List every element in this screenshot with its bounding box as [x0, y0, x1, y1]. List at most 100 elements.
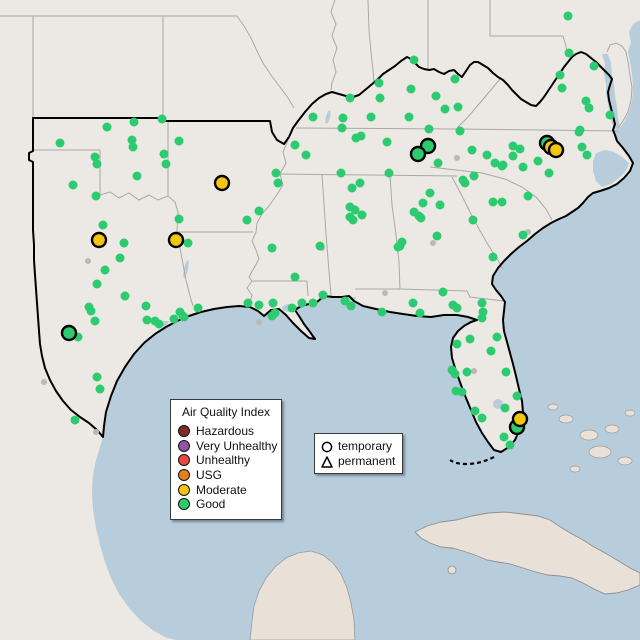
monitor-dot-good[interactable]: [406, 84, 416, 94]
monitor-dot-good[interactable]: [605, 110, 615, 120]
monitor-dot-good[interactable]: [290, 272, 300, 282]
monitor-dot-good[interactable]: [408, 298, 418, 308]
monitor-dot-good[interactable]: [301, 150, 311, 160]
monitor-dot-good[interactable]: [254, 300, 264, 310]
monitor-dot-good[interactable]: [505, 440, 515, 450]
monitor-dot-good[interactable]: [315, 241, 325, 251]
monitor-dot-good[interactable]: [557, 83, 567, 93]
monitor-dot-good[interactable]: [174, 214, 184, 224]
monitor-dot-good[interactable]: [582, 150, 592, 160]
monitor-dot-good[interactable]: [267, 243, 277, 253]
monitor-dot-good[interactable]: [271, 168, 281, 178]
monitor-dot-good[interactable]: [357, 210, 367, 220]
monitor-dot-good[interactable]: [432, 231, 442, 241]
monitor-dots[interactable]: [55, 11, 615, 450]
monitor-dot-good[interactable]: [366, 112, 376, 122]
monitor-dot-good[interactable]: [350, 205, 360, 215]
monitor-dot-good[interactable]: [142, 315, 152, 325]
monitor-dot-good[interactable]: [318, 290, 328, 300]
monitor-markers[interactable]: [60, 134, 565, 436]
monitor-dot-good[interactable]: [120, 291, 130, 301]
monitor-dot-good[interactable]: [273, 178, 283, 188]
monitor-dot-good[interactable]: [440, 104, 450, 114]
monitor-dot-good[interactable]: [345, 93, 355, 103]
monitor-dot-good[interactable]: [55, 138, 65, 148]
monitor-dot-good[interactable]: [425, 188, 435, 198]
monitor-dot-good[interactable]: [92, 372, 102, 382]
monitor-dot-good[interactable]: [415, 308, 425, 318]
temporary-monitor-moderate[interactable]: [213, 174, 231, 192]
monitor-dot-good[interactable]: [469, 171, 479, 181]
monitor-dot-good[interactable]: [308, 112, 318, 122]
monitor-dot-good[interactable]: [115, 253, 125, 263]
monitor-dot-good[interactable]: [453, 102, 463, 112]
monitor-dot-good[interactable]: [393, 242, 403, 252]
monitor-dot-good[interactable]: [477, 413, 487, 423]
monitor-dot-good[interactable]: [581, 96, 591, 106]
monitor-dot-good[interactable]: [242, 215, 252, 225]
monitor-dot-good[interactable]: [129, 117, 139, 127]
monitor-dot-good[interactable]: [268, 298, 278, 308]
monitor-dot-good[interactable]: [377, 307, 387, 317]
monitor-dot-good[interactable]: [183, 238, 193, 248]
monitor-dot-good[interactable]: [424, 124, 434, 134]
monitor-dot-good[interactable]: [564, 48, 574, 58]
monitor-dot-good[interactable]: [86, 306, 96, 316]
monitor-dot-good[interactable]: [435, 200, 445, 210]
monitor-dot-good[interactable]: [92, 159, 102, 169]
monitor-dot-good[interactable]: [90, 152, 100, 162]
monitor-dot-good[interactable]: [457, 387, 467, 397]
monitor-dot-good[interactable]: [488, 197, 498, 207]
monitor-dot-good[interactable]: [68, 180, 78, 190]
monitor-dot-good[interactable]: [490, 158, 500, 168]
monitor-dot-good[interactable]: [409, 55, 419, 65]
monitor-dot-good[interactable]: [290, 140, 300, 150]
monitor-dot-good[interactable]: [563, 11, 573, 21]
monitor-dot-good[interactable]: [533, 156, 543, 166]
monitor-dot-good[interactable]: [452, 339, 462, 349]
monitor-dot-good[interactable]: [500, 403, 510, 413]
monitor-dot-good[interactable]: [433, 158, 443, 168]
temporary-monitor-moderate[interactable]: [90, 231, 108, 249]
monitor-dot-good[interactable]: [91, 191, 101, 201]
monitor-dot-good[interactable]: [287, 303, 297, 313]
monitor-dot-good[interactable]: [518, 230, 528, 240]
monitor-dot-good[interactable]: [518, 162, 528, 172]
temporary-monitor-good[interactable]: [409, 145, 427, 163]
monitor-dot-good[interactable]: [508, 151, 518, 161]
monitor-dot-good[interactable]: [455, 126, 465, 136]
monitor-dot-good[interactable]: [100, 265, 110, 275]
monitor-dot-good[interactable]: [297, 298, 307, 308]
monitor-dot-good[interactable]: [70, 415, 80, 425]
monitor-dot-good[interactable]: [161, 159, 171, 169]
monitor-dot-good[interactable]: [497, 161, 507, 171]
monitor-dot-good[interactable]: [337, 123, 347, 133]
monitor-dot-good[interactable]: [404, 112, 414, 122]
monitor-dot-good[interactable]: [515, 144, 525, 154]
monitor-dot-good[interactable]: [467, 145, 477, 155]
monitor-dot-good[interactable]: [308, 298, 318, 308]
monitor-dot-good[interactable]: [95, 384, 105, 394]
monitor-dot-good[interactable]: [157, 114, 167, 124]
monitor-dot-good[interactable]: [178, 311, 188, 321]
monitor-dot-good[interactable]: [90, 316, 100, 326]
monitor-dot-good[interactable]: [128, 142, 138, 152]
monitor-dot-good[interactable]: [477, 298, 487, 308]
monitor-dot-good[interactable]: [375, 93, 385, 103]
monitor-dot-good[interactable]: [577, 142, 587, 152]
monitor-dot-good[interactable]: [159, 149, 169, 159]
temporary-monitor-moderate[interactable]: [167, 231, 185, 249]
monitor-dot-good[interactable]: [486, 346, 496, 356]
monitor-dot-good[interactable]: [336, 168, 346, 178]
monitor-dot-good[interactable]: [497, 197, 507, 207]
monitor-dot-good[interactable]: [132, 171, 142, 181]
monitor-dot-good[interactable]: [431, 91, 441, 101]
monitor-dot-good[interactable]: [584, 103, 594, 113]
monitor-dot-good[interactable]: [499, 432, 509, 442]
monitor-dot-good[interactable]: [452, 303, 462, 313]
monitor-dot-good[interactable]: [374, 78, 384, 88]
monitor-dot-good[interactable]: [555, 70, 565, 80]
monitor-dot-good[interactable]: [462, 367, 472, 377]
monitor-dot-good[interactable]: [574, 127, 584, 137]
